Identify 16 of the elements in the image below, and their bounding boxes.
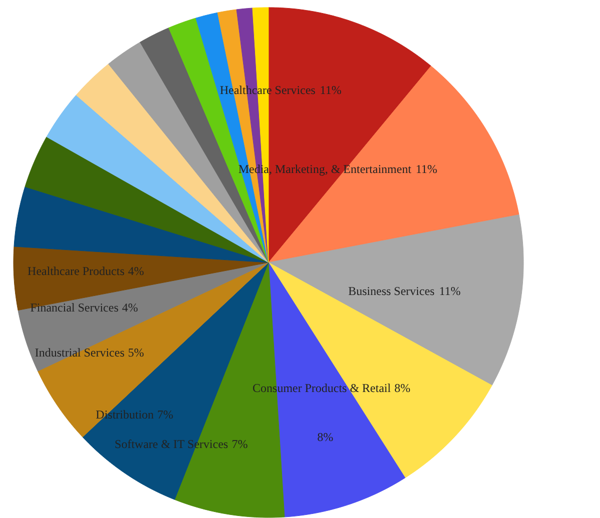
slice-label: Business Services — [348, 284, 435, 298]
data-label: 4% — [128, 264, 144, 278]
data-label: 7% — [157, 407, 174, 422]
slice-label: Healthcare Products — [28, 264, 125, 278]
data-label: 11% — [416, 162, 438, 176]
data-label: 11% — [320, 82, 342, 97]
data-label: 11% — [439, 284, 461, 298]
data-label: 4% — [122, 300, 138, 314]
data-label: 8% — [317, 430, 334, 444]
data-label: 7% — [232, 436, 248, 451]
slice-label: Financial Services — [30, 300, 119, 314]
data-label: 8% — [394, 381, 410, 396]
slice-label: Media, Marketing, & Entertainment — [238, 162, 412, 176]
data-label: 5% — [128, 346, 144, 360]
slice-label: Healthcare Services — [220, 82, 316, 97]
slice-label: Industrial Services — [34, 346, 125, 360]
